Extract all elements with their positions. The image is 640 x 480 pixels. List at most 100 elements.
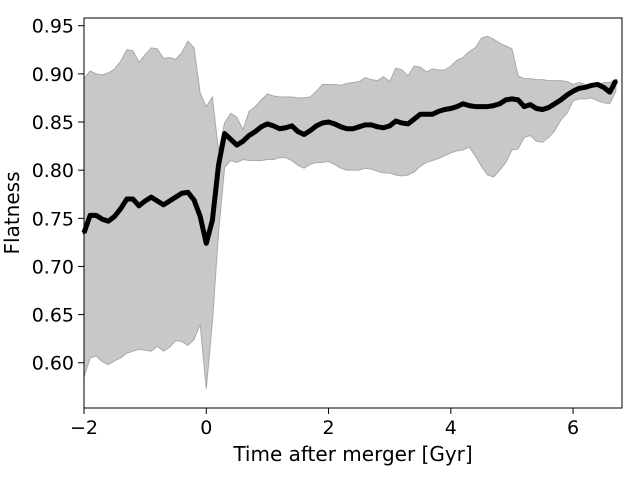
line-point xyxy=(113,214,116,218)
scatter-band-layer xyxy=(83,35,617,389)
y-tick-label: 0.95 xyxy=(32,16,74,38)
y-axis-label: Flatness xyxy=(0,172,24,255)
line-point xyxy=(314,124,318,128)
line-point xyxy=(559,98,563,102)
line-point xyxy=(424,112,428,116)
line-point xyxy=(149,195,153,199)
line-point xyxy=(486,105,489,108)
line-point xyxy=(241,139,245,143)
line-point xyxy=(565,93,569,97)
line-point xyxy=(479,105,483,108)
line-point xyxy=(333,122,337,126)
x-tick-label: −2 xyxy=(70,417,98,439)
line-point xyxy=(284,126,288,130)
line-point xyxy=(449,107,453,110)
line-point xyxy=(143,199,147,203)
line-point xyxy=(168,199,171,203)
line-point xyxy=(443,108,447,111)
y-tick-label: 0.85 xyxy=(32,112,74,134)
x-axis-label: Time after merger [Gyr] xyxy=(232,442,472,466)
line-point xyxy=(363,123,367,127)
line-point xyxy=(107,219,110,223)
line-point xyxy=(137,204,141,208)
line-point xyxy=(174,195,178,199)
flatness-line xyxy=(81,79,619,246)
line-point xyxy=(504,98,508,102)
line-point xyxy=(571,89,575,93)
y-tick-label: 0.60 xyxy=(32,353,74,375)
line-point xyxy=(131,197,135,201)
line-point xyxy=(125,197,129,201)
line-point xyxy=(162,203,165,207)
line-point xyxy=(596,83,599,86)
line-point xyxy=(259,125,263,129)
line-point xyxy=(321,121,324,125)
line-point xyxy=(308,129,312,133)
line-point xyxy=(290,124,294,128)
line-point xyxy=(339,125,343,129)
x-tick-label: 2 xyxy=(322,417,334,439)
line-point xyxy=(180,191,184,195)
line-point xyxy=(296,130,300,134)
line-point xyxy=(119,207,123,211)
x-axis-ticks: −2 0 2 4 6 xyxy=(70,408,579,439)
y-tick-label: 0.70 xyxy=(32,256,74,278)
line-point xyxy=(583,85,587,89)
line-point xyxy=(198,214,202,218)
line-point xyxy=(369,123,373,127)
line-point xyxy=(516,98,520,102)
line-point xyxy=(418,112,422,116)
line-point xyxy=(88,214,92,217)
line-point xyxy=(498,102,502,106)
line-point xyxy=(535,107,538,110)
line-point xyxy=(528,103,532,107)
line-point xyxy=(272,124,275,128)
y-tick-label: 0.80 xyxy=(32,160,74,182)
x-tick-label: 4 xyxy=(445,417,457,439)
plot-frame xyxy=(83,17,623,409)
line-point xyxy=(345,127,349,131)
line-point xyxy=(388,124,392,128)
line-point xyxy=(510,97,514,101)
line-point xyxy=(94,214,98,217)
line-point xyxy=(473,105,477,108)
line-point xyxy=(192,198,196,202)
line-point xyxy=(547,106,551,109)
y-axis-ticks: 0.60 0.65 0.70 0.75 0.80 0.85 0.90 0.95 xyxy=(32,16,84,375)
line-point xyxy=(467,104,471,108)
line-point xyxy=(394,119,398,123)
line-point xyxy=(431,112,434,116)
line-point xyxy=(608,90,612,94)
line-point xyxy=(455,105,459,108)
line-point xyxy=(235,143,239,147)
line-point xyxy=(400,121,404,125)
line-point xyxy=(327,120,330,124)
line-point xyxy=(376,125,379,129)
line-point xyxy=(437,110,440,113)
line-point xyxy=(266,122,269,126)
spread-band xyxy=(83,35,617,389)
line-point xyxy=(253,130,257,134)
line-point xyxy=(522,105,526,108)
line-point xyxy=(541,108,544,111)
line-point xyxy=(278,127,282,131)
line-point xyxy=(406,122,410,126)
line-point xyxy=(186,190,190,194)
y-tick-label: 0.65 xyxy=(32,305,74,327)
line-point xyxy=(223,132,227,135)
line-point xyxy=(602,85,606,89)
line-point xyxy=(357,125,361,129)
line-point xyxy=(614,79,618,82)
line-point xyxy=(590,84,593,87)
line-point xyxy=(229,137,233,141)
x-tick-label: 6 xyxy=(567,417,579,439)
line-point xyxy=(302,133,306,136)
line-point xyxy=(351,127,355,131)
line-point xyxy=(492,104,496,108)
median-line-layer xyxy=(81,79,619,246)
line-point xyxy=(553,102,557,106)
line-point xyxy=(100,217,104,221)
line-point xyxy=(412,117,416,121)
line-point xyxy=(382,126,385,130)
